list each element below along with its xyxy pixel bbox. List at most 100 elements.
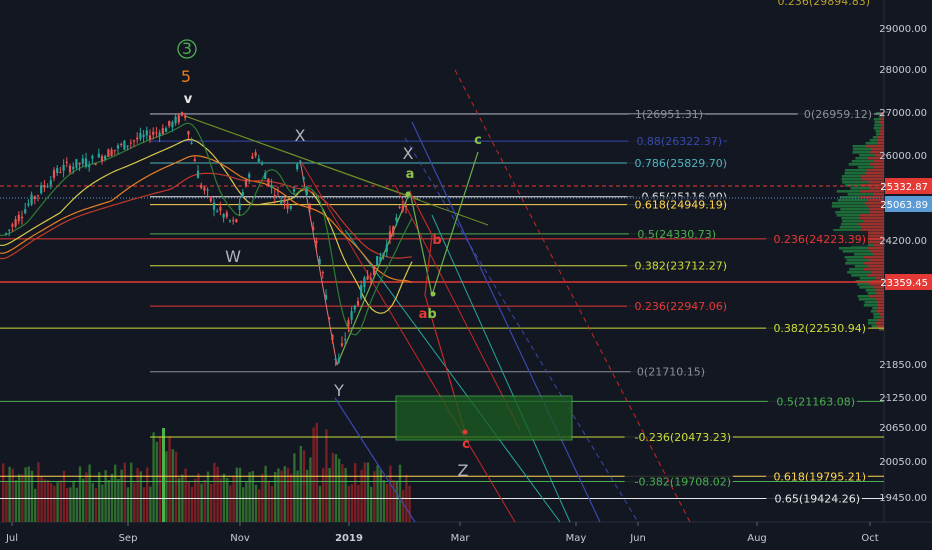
y-tick-label-9: 19450.00	[879, 493, 927, 504]
volume-bar-87	[280, 470, 283, 522]
fib-label-bg-13	[624, 429, 733, 445]
candle-body-41	[136, 137, 139, 140]
wave-label-12: c	[474, 133, 482, 148]
profile-bar-down-57	[868, 283, 884, 286]
candle-body-78	[254, 152, 257, 156]
volume-bar-84	[270, 486, 274, 522]
fib-label-bg-15	[624, 473, 733, 489]
profile-bar-down-23	[868, 181, 884, 184]
profile-bar-down-62	[875, 298, 884, 301]
profile-bar-down-67	[879, 313, 884, 316]
x-tick-label-1: Sep	[119, 533, 138, 544]
candle-body-34	[113, 149, 116, 151]
volume-bar-89	[286, 467, 290, 522]
y-tick-label-8: 20050.00	[879, 457, 927, 468]
profile-bar-down-10	[877, 142, 884, 145]
target-zone-box[interactable]	[395, 395, 573, 441]
candle-body-24	[81, 158, 84, 164]
profile-bar-down-51	[868, 265, 884, 268]
fib-levels[interactable]: 1(26951.31) 0(26959.12) 0.88(26322.37) 0.78…	[0, 105, 884, 506]
volume-bar-115	[370, 486, 373, 522]
red-dashed-channel	[454, 69, 691, 523]
candle-body-79	[257, 158, 260, 162]
fib-label-6: 0.5(24330.73)	[637, 228, 716, 241]
wave-label-9: b	[432, 233, 441, 248]
profile-bar-down-9	[877, 139, 884, 142]
volume-bar-114	[366, 462, 370, 522]
candle-body-80	[260, 163, 264, 165]
profile-bar-down-69	[877, 319, 884, 322]
candle-body-21	[72, 166, 75, 170]
ma-yellow-line	[0, 138, 413, 314]
volume-bar-45	[146, 467, 149, 522]
candle-body-16	[56, 168, 59, 174]
candle-body-44	[145, 130, 148, 136]
profile-bar-down-19	[866, 169, 884, 172]
candle-body-111	[360, 285, 363, 299]
candle-body-31	[104, 155, 107, 160]
candle-body-84	[273, 195, 276, 198]
volume-bar-35	[114, 464, 117, 522]
profile-bar-up-23	[842, 181, 884, 184]
candle-body-121	[392, 226, 395, 235]
fib-label-12: 0.5(21163.08)	[776, 395, 855, 408]
candle-body-32	[107, 149, 110, 157]
volume-bar-66	[213, 462, 216, 522]
blue-dashed-channel	[404, 137, 639, 523]
candle-body-37	[123, 140, 126, 150]
volume-bar-61	[197, 473, 200, 522]
volume-bar-49	[158, 436, 162, 522]
volume-bar-123	[395, 480, 398, 522]
volume-bar-62	[200, 483, 203, 522]
profile-bar-up-19	[845, 169, 884, 172]
profile-bar-up-49	[846, 259, 884, 262]
volume-bar-127	[408, 485, 411, 522]
candle-body-27	[91, 155, 94, 159]
candle-body-72	[235, 219, 238, 222]
volume-bar-57	[184, 468, 187, 522]
candle-body-68	[222, 214, 225, 218]
profile-bar-up-67	[873, 313, 884, 316]
profile-bar-down-14	[874, 154, 884, 157]
volume-bar-105	[338, 458, 341, 522]
volume-bar-125	[402, 489, 405, 522]
volume-bar-19	[62, 470, 66, 522]
volume-bar-58	[187, 481, 190, 522]
candle-body-40	[132, 140, 136, 142]
price-candles	[4, 111, 408, 366]
volume-bar-22	[72, 480, 75, 522]
profile-bar-up-18	[857, 166, 884, 169]
candle-body-54	[177, 115, 180, 123]
candle-body-85	[276, 190, 280, 192]
x-tick-label-3: 2019	[335, 533, 363, 544]
volume-bar-17	[56, 482, 59, 522]
y-tick-label-2: 27000.00	[879, 108, 927, 119]
profile-bar-down-45	[867, 247, 884, 250]
profile-bar-down-46	[870, 250, 884, 253]
fib-label-10: 0.382(22530.94)	[773, 322, 866, 335]
volume-bar-0	[2, 463, 5, 522]
volume-bar-110	[354, 463, 357, 522]
candle-body-93	[302, 176, 305, 180]
candle-body-69	[225, 212, 228, 217]
candle-body-45	[148, 135, 152, 140]
candle-body-70	[228, 220, 232, 222]
candle-body-90	[292, 189, 296, 192]
y-tick-label-4: 24200.00	[879, 236, 927, 247]
volume-bar-54	[174, 451, 178, 522]
profile-bar-up-60	[867, 292, 884, 295]
profile-bar-up-26	[836, 190, 884, 193]
profile-bar-down-20	[865, 172, 884, 175]
fib-label-bg-3	[627, 155, 729, 171]
price-badge-label-1: 25063.89	[880, 200, 928, 211]
candle-body-55	[180, 112, 184, 116]
x-tick-label-7: Aug	[747, 533, 767, 544]
profile-bar-down-48	[863, 256, 884, 259]
candle-body-15	[52, 170, 56, 178]
candle-body-96	[312, 227, 315, 230]
volume-bar-120	[386, 483, 389, 522]
candle-body-115	[372, 265, 376, 275]
profile-bar-down-63	[877, 301, 884, 304]
